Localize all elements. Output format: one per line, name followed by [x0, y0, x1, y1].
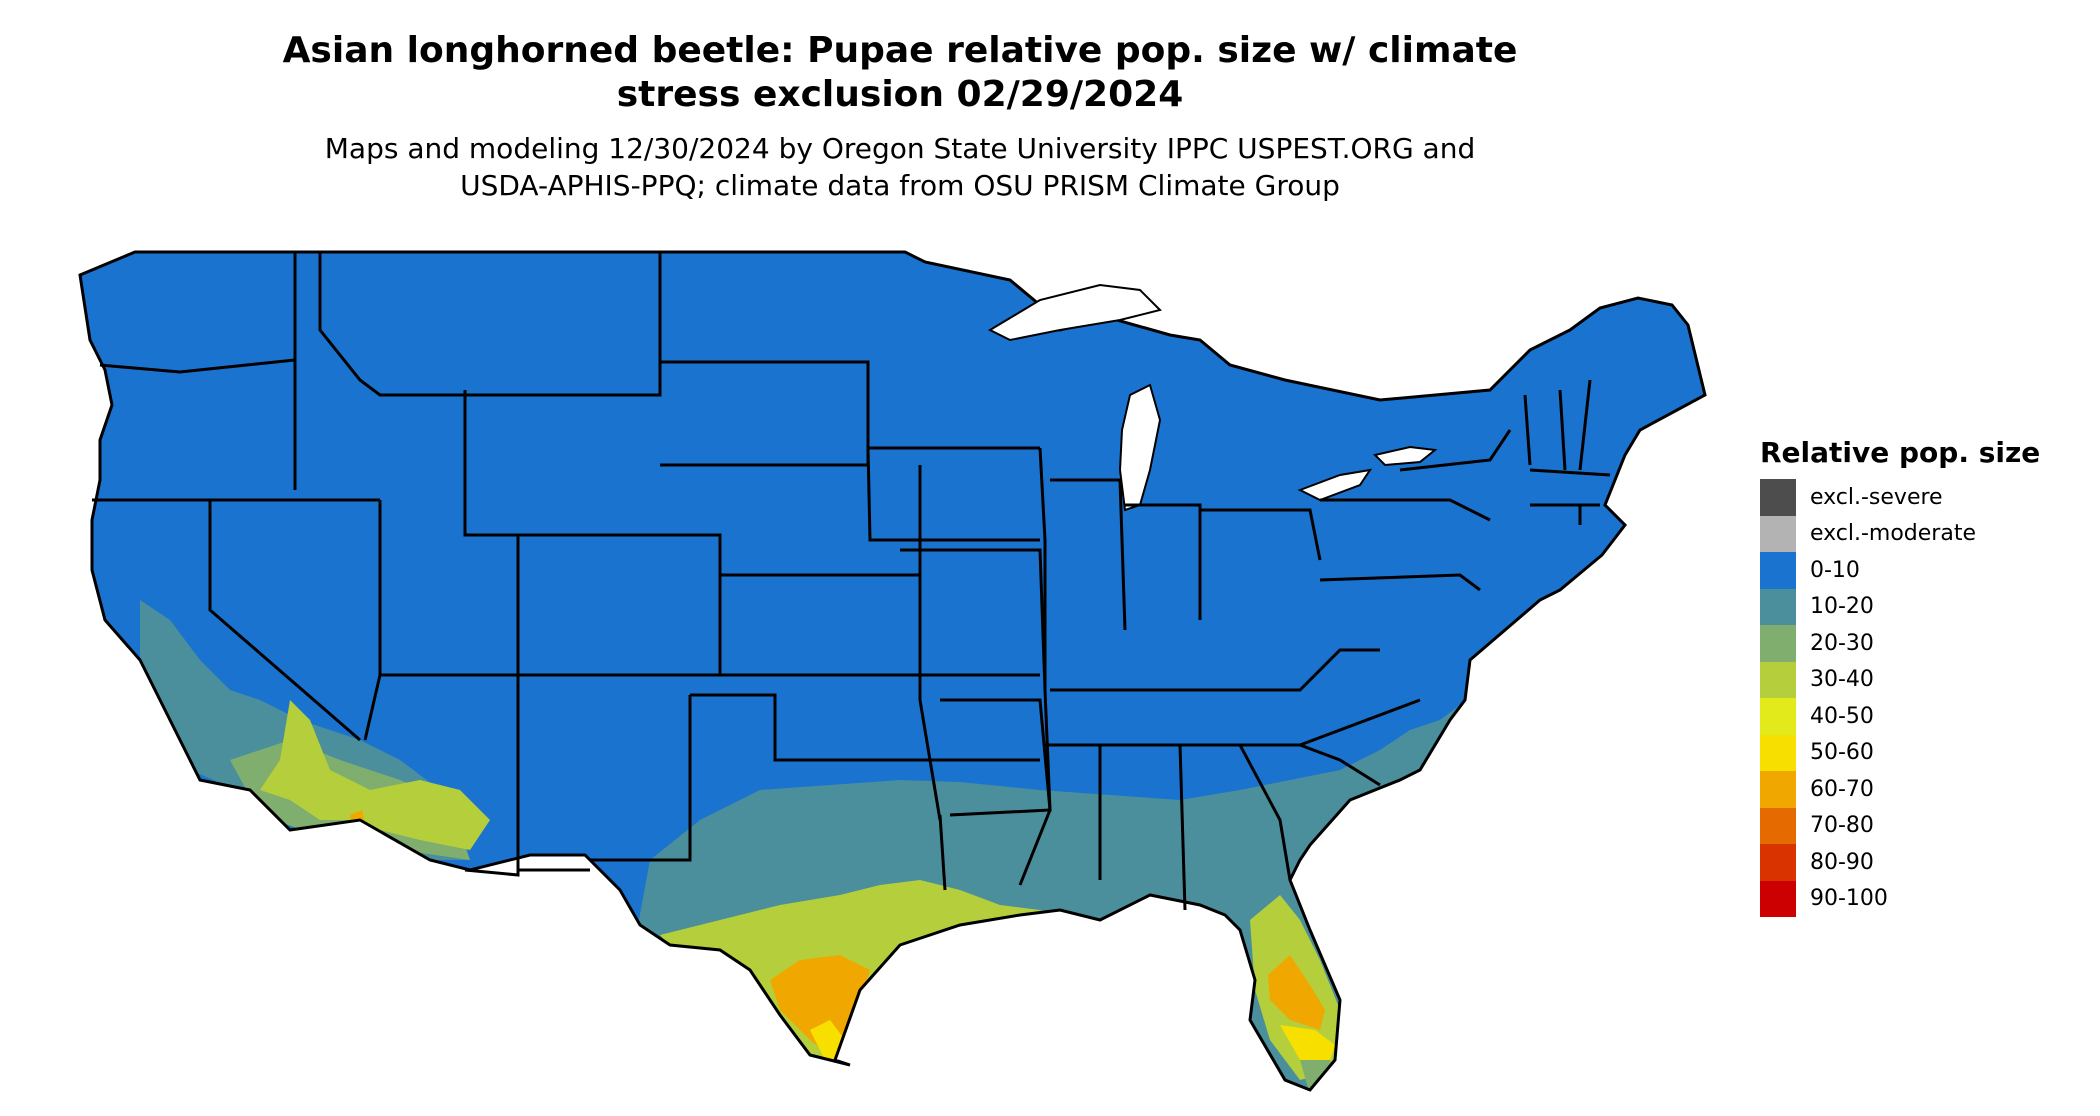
legend-label: 40-50: [1810, 703, 1874, 729]
legend-label: 20-30: [1810, 630, 1874, 656]
legend-swatch: [1760, 880, 1796, 917]
lake-ontario: [1373, 445, 1438, 467]
state-borders: [92, 252, 1611, 911]
legend-label: 10-20: [1810, 594, 1874, 620]
legend-swatch: [1760, 771, 1796, 808]
region-0-10: [80, 252, 1705, 1090]
legend-label: 60-70: [1810, 776, 1874, 802]
legend-swatch: [1760, 844, 1796, 881]
legend-title: Relative pop. size: [1760, 436, 2041, 469]
legend-swatch: [1760, 588, 1796, 625]
legend-item: excl.-moderate: [1760, 515, 2040, 552]
legend-swatch: [1760, 734, 1796, 771]
legend-label: excl.-moderate: [1810, 521, 1976, 547]
legend-item: excl.-severe: [1760, 479, 2040, 516]
legend-swatch: [1760, 661, 1796, 698]
region-60-70-florida: [1268, 955, 1325, 1030]
legend-item: 20-30: [1760, 625, 2040, 662]
legend: Relative pop. size excl.-severe excl.-mod…: [1760, 436, 2040, 917]
legend-swatch: [1760, 625, 1796, 662]
legend-label: 70-80: [1810, 813, 1874, 839]
legend-swatch: [1760, 552, 1796, 589]
legend-label: excl.-severe: [1810, 484, 1943, 510]
lake-erie: [1297, 468, 1373, 502]
legend-item: 0-10: [1760, 552, 2040, 589]
legend-label: 90-100: [1810, 886, 1888, 912]
map-title-line-2: stress exclusion 02/29/2024: [616, 74, 1184, 115]
legend-item: 80-90: [1760, 844, 2040, 881]
legend-item: 10-20: [1760, 588, 2040, 625]
legend-swatch: [1760, 479, 1796, 516]
map-fill-regions: [80, 252, 1705, 1090]
map-subtitle-line-1: Maps and modeling 12/30/2024 by Oregon S…: [324, 132, 1476, 165]
legend-item: 30-40: [1760, 661, 2040, 698]
legend-label: 50-60: [1810, 740, 1874, 766]
lake-superior: [987, 283, 1162, 342]
legend-items: excl.-severe excl.-moderate 0-10 10-20 20-30…: [1760, 479, 2040, 917]
legend-label: 30-40: [1810, 667, 1874, 693]
legend-item: 50-60: [1760, 734, 2040, 771]
legend-label: 80-90: [1810, 849, 1874, 875]
region-50-60-florida: [1280, 1025, 1335, 1060]
legend-swatch: [1760, 698, 1796, 735]
legend-item: 90-100: [1760, 880, 2040, 917]
legend-item: 70-80: [1760, 807, 2040, 844]
legend-label: 0-10: [1810, 557, 1860, 583]
legend-swatch: [1760, 807, 1796, 844]
map-title-line-1: Asian longhorned beetle: Pupae relative …: [282, 30, 1518, 71]
map-subtitle-line-2: USDA-APHIS-PPQ; climate data from OSU PR…: [460, 169, 1340, 202]
legend-item: 40-50: [1760, 698, 2040, 735]
region-30-40-arizona: [260, 700, 490, 850]
legend-swatch: [1760, 515, 1796, 552]
legend-item: 60-70: [1760, 771, 2040, 808]
